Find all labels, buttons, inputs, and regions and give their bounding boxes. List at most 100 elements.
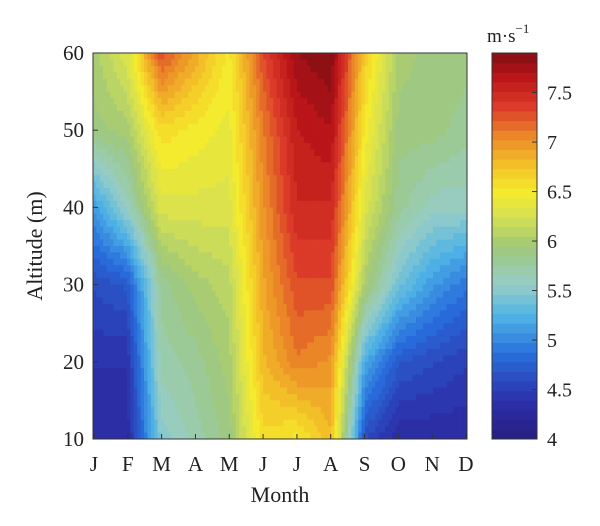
heatmap-cell: [174, 278, 179, 286]
heatmap-cell: [433, 258, 437, 266]
heatmap-cell: [399, 72, 403, 80]
heatmap-cell: [450, 200, 454, 208]
heatmap-cell: [320, 149, 325, 157]
heatmap-cell: [273, 181, 278, 189]
heatmap-cell: [286, 336, 291, 344]
heatmap-cell: [249, 85, 254, 93]
heatmap-cell: [164, 310, 169, 318]
heatmap-cell: [222, 284, 227, 292]
heatmap-cell: [218, 53, 223, 61]
heatmap-cell: [266, 271, 271, 279]
heatmap-cell: [266, 168, 271, 176]
heatmap-cell: [453, 284, 458, 292]
heatmap-cell: [184, 271, 189, 279]
heatmap-cell: [208, 72, 213, 80]
heatmap-cell: [235, 258, 240, 266]
heatmap-cell: [375, 194, 380, 202]
heatmap-cell: [137, 78, 142, 86]
heatmap-cell: [402, 239, 407, 247]
heatmap-cell: [269, 233, 274, 241]
heatmap-cell: [188, 336, 193, 344]
heatmap-cell: [157, 65, 162, 73]
heatmap-cell: [249, 213, 254, 221]
heatmap-cell: [252, 271, 257, 279]
heatmap-cell: [460, 220, 465, 228]
heatmap-cell: [446, 162, 451, 170]
heatmap-cell: [273, 329, 278, 337]
heatmap-cell: [446, 213, 451, 221]
heatmap-cell: [110, 342, 114, 350]
heatmap-cell: [123, 258, 128, 266]
heatmap-cell: [365, 207, 369, 215]
heatmap-cell: [99, 303, 104, 311]
heatmap-cell: [354, 168, 359, 176]
heatmap-cell: [263, 239, 267, 247]
heatmap-cell: [212, 136, 216, 144]
heatmap-cell: [116, 155, 121, 163]
heatmap-cell: [215, 271, 220, 279]
heatmap-cell: [280, 155, 284, 163]
heatmap-cell: [324, 233, 329, 241]
heatmap-cell: [259, 239, 264, 247]
heatmap-cell: [184, 149, 189, 157]
heatmap-cell: [348, 271, 352, 279]
heatmap-cell: [269, 213, 274, 221]
heatmap-cell: [334, 181, 339, 189]
heatmap-cell: [222, 297, 227, 305]
heatmap-cell: [443, 239, 448, 247]
heatmap-cell: [314, 278, 318, 286]
heatmap-cell: [422, 78, 427, 86]
heatmap-cell: [392, 323, 397, 331]
heatmap-cell: [167, 271, 172, 279]
heatmap-cell: [259, 72, 264, 80]
heatmap-cell: [310, 104, 315, 112]
heatmap-cell: [351, 200, 356, 208]
heatmap-cell: [371, 98, 376, 106]
heatmap-cell: [378, 233, 383, 241]
heatmap-cell: [334, 233, 339, 241]
heatmap-cell: [167, 130, 172, 138]
heatmap-cell: [99, 271, 104, 279]
heatmap-cell: [354, 117, 359, 125]
heatmap-cell: [273, 213, 278, 221]
heatmap-cell: [276, 246, 281, 254]
heatmap-cell: [409, 233, 414, 241]
heatmap-cell: [113, 143, 118, 151]
heatmap-cell: [205, 85, 210, 93]
heatmap-cell: [307, 98, 312, 106]
heatmap-cell: [399, 252, 403, 260]
heatmap-cell: [392, 220, 397, 228]
heatmap-cell: [361, 226, 366, 234]
heatmap-cell: [232, 258, 237, 266]
heatmap-cell: [405, 168, 410, 176]
heatmap-cell: [419, 246, 424, 254]
heatmap-cell: [174, 342, 179, 350]
heatmap-cell: [229, 123, 233, 131]
heatmap-cell: [344, 149, 349, 157]
heatmap-cell: [208, 329, 213, 337]
heatmap-cell: [150, 162, 155, 170]
heatmap-cell: [178, 336, 182, 344]
heatmap-cell: [463, 310, 467, 318]
heatmap-cell: [215, 181, 220, 189]
heatmap-cell: [171, 213, 176, 221]
heatmap-cell: [263, 155, 267, 163]
heatmap-cell: [178, 168, 182, 176]
heatmap-cell: [212, 65, 216, 73]
heatmap-cell: [120, 233, 125, 241]
heatmap-cell: [416, 284, 420, 292]
heatmap-cell: [334, 162, 339, 170]
heatmap-cell: [433, 194, 437, 202]
heatmap-cell: [99, 162, 104, 170]
heatmap-cell: [341, 284, 346, 292]
heatmap-cell: [208, 213, 213, 221]
heatmap-cell: [399, 246, 403, 254]
heatmap-cell: [382, 303, 386, 311]
heatmap-cell: [116, 258, 121, 266]
heatmap-cell: [110, 246, 114, 254]
heatmap-cell: [286, 252, 291, 260]
heatmap-cell: [256, 213, 261, 221]
heatmap-cell: [395, 104, 400, 112]
heatmap-cell: [266, 233, 271, 241]
heatmap-cell: [310, 181, 315, 189]
